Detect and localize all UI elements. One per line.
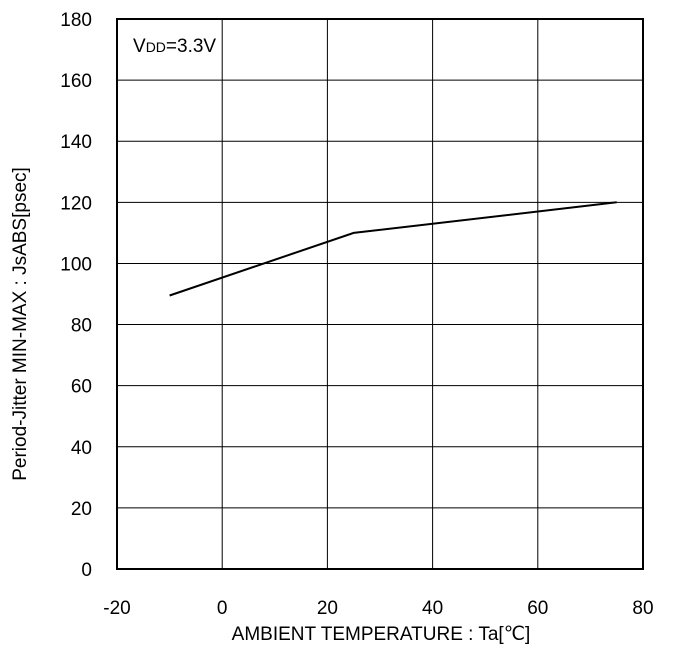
supply-voltage-annotation: VDD=3.3V [133,36,216,57]
y-tick-label: 40 [71,438,92,459]
series-line [169,201,617,297]
annotation-rest: =3.3V [166,36,217,57]
x-tick-label: 0 [217,598,228,619]
x-tick-labels: -20 0 20 40 60 80 [103,598,653,619]
x-tick-label: 80 [632,598,653,619]
y-tick-label: 180 [60,10,92,31]
y-tick-label: 60 [71,377,92,398]
y-axis-title: Period-Jitter MIN-MAX : JsABS[psec] [10,167,31,481]
y-tick-labels: 0 20 40 60 80 100 120 140 160 180 [60,10,92,581]
y-tick-label: 160 [60,71,92,92]
series-group [169,201,617,297]
y-tick-label: 100 [60,254,92,275]
grid [117,19,643,569]
annotation-main: V [133,36,146,57]
x-tick-label: 20 [317,598,338,619]
y-tick-label: 20 [71,499,92,520]
y-tick-label: 0 [81,560,92,581]
x-tick-label: 40 [422,598,443,619]
annotation-subscript: DD [146,39,166,55]
plot-frame [116,18,644,570]
y-tick-label: 80 [71,316,92,337]
y-tick-label: 120 [60,193,92,214]
x-tick-label: 60 [527,598,548,619]
x-axis-title: AMBIENT TEMPERATURE : Ta[℃] [232,624,531,645]
y-tick-label: 140 [60,132,92,153]
x-tick-label: -20 [103,598,130,619]
